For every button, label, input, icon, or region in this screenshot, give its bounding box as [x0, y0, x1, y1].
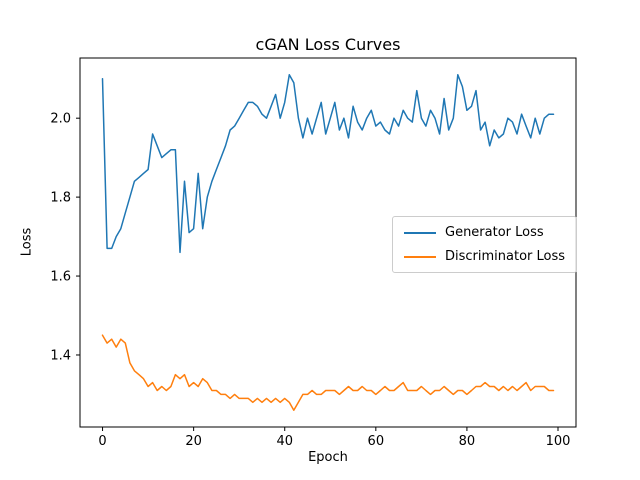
- legend-label-discriminator: Discriminator Loss: [445, 249, 566, 264]
- y-tick-label: 1.6: [50, 270, 71, 285]
- legend-label-generator: Generator Loss: [445, 225, 544, 240]
- y-tick-label: 1.8: [50, 191, 71, 206]
- x-tick-label: 80: [459, 434, 476, 449]
- x-tick-label: 100: [546, 434, 571, 449]
- y-axis-label: Loss: [19, 227, 35, 257]
- legend-entry-discriminator: Discriminator Loss: [404, 249, 565, 264]
- x-tick-label: 0: [98, 434, 106, 449]
- x-tick-label: 20: [185, 434, 202, 449]
- discriminator-line-swatch: [404, 255, 436, 258]
- y-tick-label: 2.0: [50, 112, 71, 127]
- series-line-0: [101, 74, 555, 254]
- y-tick-label: 1.4: [50, 348, 71, 363]
- x-tick-label: 60: [368, 434, 385, 449]
- legend: Generator Loss Discriminator Loss: [392, 216, 578, 273]
- chart-title: cGAN Loss Curves: [255, 35, 401, 54]
- x-axis-label: Epoch: [308, 450, 348, 465]
- series-line-1: [101, 334, 555, 411]
- legend-entry-generator: Generator Loss: [404, 225, 565, 240]
- x-tick-label: 40: [276, 434, 293, 449]
- generator-line-swatch: [404, 231, 436, 234]
